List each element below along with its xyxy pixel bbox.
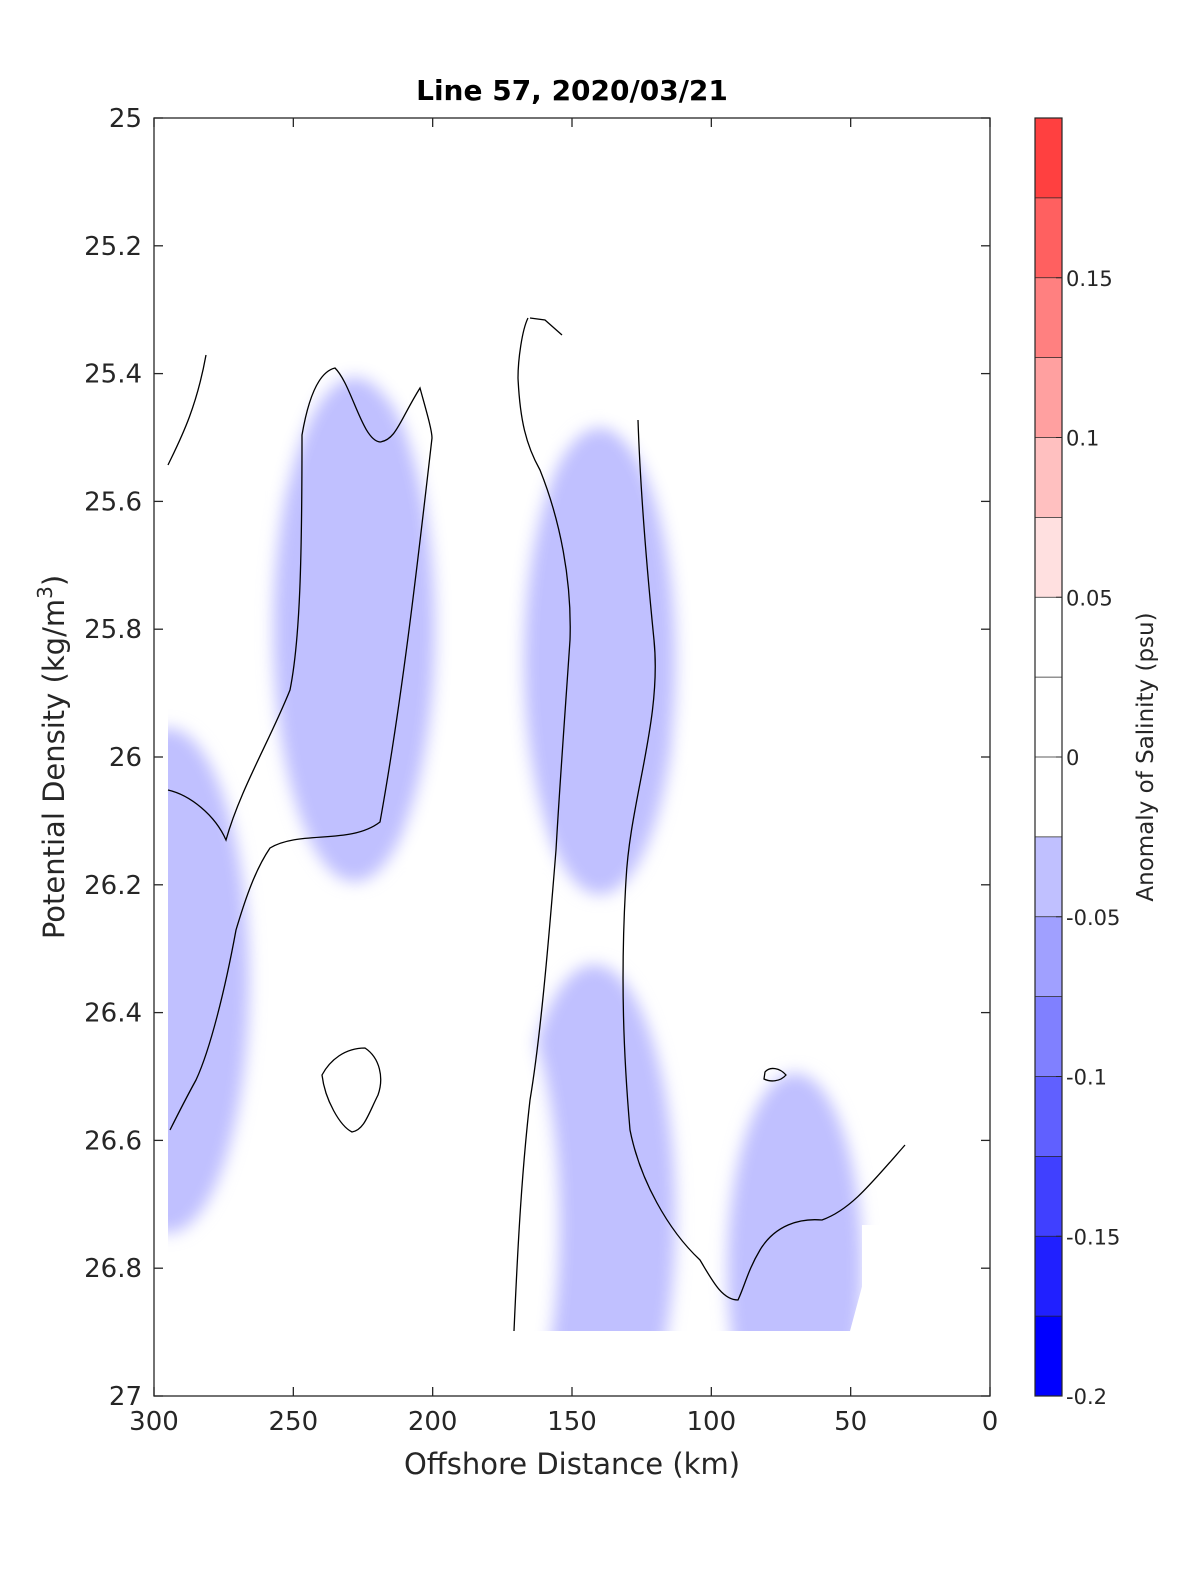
colorbar-bin — [1035, 517, 1062, 598]
colorbar-bin — [1035, 996, 1062, 1077]
zero-contour-2 — [167, 367, 433, 1131]
anomaly-contour-band — [388, 370, 561, 914]
colorbar-tick-label: 0.05 — [1066, 586, 1113, 610]
colorbar-tick-label: 0.15 — [1066, 267, 1113, 291]
y-tick-label: 25 — [109, 104, 142, 134]
colorbar-tick-label: -0.15 — [1066, 1225, 1120, 1249]
no-data-mask-top — [154, 118, 282, 373]
y-axis-label-sup: 3 — [33, 586, 57, 599]
colorbar-bin — [1035, 597, 1062, 678]
y-tick-label: 27 — [109, 1382, 142, 1412]
y-tick-label: 25.4 — [84, 360, 142, 390]
y-tick-label: 25.6 — [84, 487, 142, 517]
x-tick-label: 250 — [269, 1407, 319, 1437]
no-data-mask-bottom — [154, 1331, 990, 1396]
colorbar-bin — [1035, 1236, 1062, 1317]
zero-contour-1 — [167, 354, 207, 466]
zero-contour-4 — [622, 419, 906, 1301]
colorbar-tick-label: -0.05 — [1066, 906, 1120, 930]
x-tick-label: 300 — [129, 1407, 179, 1437]
colorbar-label: Anomaly of Salinity (psu) — [1133, 612, 1159, 901]
x-axis: 300 250 200 150 100 50 0 — [129, 118, 998, 1437]
x-axis-label: Offshore Distance (km) — [404, 1447, 740, 1481]
colorbar-tick-label: 0 — [1066, 746, 1079, 770]
x-tick-label: 50 — [834, 1407, 867, 1437]
y-tick-label: 26 — [109, 743, 142, 773]
y-tick-label: 26.6 — [84, 1126, 142, 1156]
y-axis-label: Potential Density (kg/m3) — [33, 575, 71, 939]
colorbar-bin — [1035, 118, 1062, 198]
y-tick-label: 26.4 — [84, 999, 142, 1029]
y-axis-label-end: ) — [37, 575, 71, 586]
no-data-mask-right-strip — [862, 1225, 990, 1396]
colorbar-tick-label: -0.2 — [1066, 1385, 1107, 1409]
colorbar-bin — [1035, 836, 1062, 917]
y-tick-label: 25.2 — [84, 232, 142, 262]
y-axis-label-base: Potential Density (kg/m — [37, 599, 71, 939]
y-axis: 25 25.2 25.4 25.6 25.8 26 26.2 26.4 26.6 26.8 27 — [84, 104, 990, 1412]
anomaly-field — [154, 118, 944, 1396]
colorbar-bin — [1035, 757, 1062, 837]
colorbar-bin — [1035, 1156, 1062, 1237]
colorbar-bin — [1035, 677, 1062, 757]
anomaly-contour-band — [154, 728, 250, 1234]
x-tick-label: 100 — [687, 1407, 737, 1437]
y-tick-label: 26.2 — [84, 871, 142, 901]
anomaly-contour-band — [523, 427, 677, 895]
x-tick-label: 200 — [408, 1407, 458, 1437]
x-tick-label: 0 — [982, 1407, 999, 1437]
colorbar: -0.2 -0.15 -0.1 -0.05 0 0.05 0.1 0.15 — [1034, 117, 1120, 1409]
no-data-mask-top-right — [418, 118, 990, 1396]
colorbar-bin — [1035, 277, 1062, 358]
x-tick-label: 150 — [547, 1407, 597, 1437]
zero-contours — [167, 317, 906, 1332]
zero-contour-loop-1 — [321, 1047, 382, 1133]
colorbar-bin — [1035, 437, 1062, 518]
colorbar-tick-label: 0.1 — [1066, 427, 1099, 451]
zero-contour-loop-2 — [763, 1067, 787, 1082]
colorbar-bin — [1035, 916, 1062, 997]
colorbar-bin — [1035, 1076, 1062, 1157]
anomaly-contour-band — [273, 376, 436, 882]
zero-contour-3 — [513, 317, 571, 1332]
chart-title: Line 57, 2020/03/21 — [416, 74, 728, 107]
colorbar-tick-label: -0.1 — [1066, 1066, 1107, 1090]
anomaly-contour-band — [727, 1073, 863, 1396]
y-tick-label: 26.8 — [84, 1254, 142, 1284]
y-tick-label: 25.8 — [84, 615, 142, 645]
colorbar-bin — [1035, 197, 1062, 278]
colorbar-bin — [1035, 357, 1062, 438]
colorbar-bin — [1035, 1316, 1062, 1396]
